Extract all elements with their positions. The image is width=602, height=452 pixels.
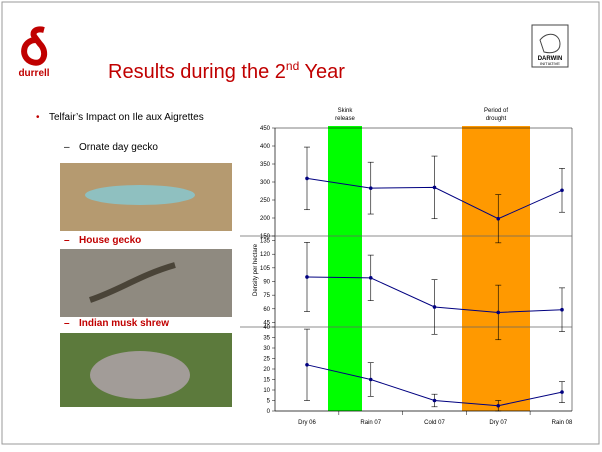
point <box>305 363 309 367</box>
y-tick-label: 350 <box>260 162 271 168</box>
y-tick-label: 105 <box>260 266 271 272</box>
bullet-mark: • <box>36 112 40 123</box>
point <box>433 186 437 190</box>
x-tick-label: Rain 08 <box>552 420 573 426</box>
point <box>433 305 437 309</box>
y-tick-label: 75 <box>263 293 270 299</box>
item: House gecko <box>79 235 141 246</box>
annotation-band <box>328 126 362 411</box>
x-tick-label: Dry 07 <box>489 420 507 426</box>
point <box>369 186 373 190</box>
point <box>305 177 309 181</box>
y-tick-label: 30 <box>263 346 270 352</box>
point <box>496 404 500 408</box>
photo-subject <box>90 351 190 399</box>
logo-text: durrell <box>18 68 49 79</box>
item: Ornate day gecko <box>79 142 158 153</box>
slide-title: Results during the 2nd Year <box>108 59 345 83</box>
y-axis-label: Density per hectare <box>253 243 259 296</box>
title-part: Results during the 2 <box>108 61 286 83</box>
y-tick-label: 20 <box>263 367 270 373</box>
darwin-logo: DARWIN INITIATIVE <box>532 25 568 67</box>
y-tick-label: 450 <box>260 126 271 132</box>
y-tick-label: 400 <box>260 144 271 150</box>
y-tick-label: 25 <box>263 357 270 363</box>
annotation-line: Skink <box>338 108 354 114</box>
point <box>496 217 500 221</box>
y-tick-label: 200 <box>260 216 271 222</box>
point <box>433 399 437 403</box>
annotation-line: drought <box>486 116 507 122</box>
y-tick-label: 60 <box>263 307 270 313</box>
y-tick-label: 40 <box>263 325 270 331</box>
x-tick-label: Rain 07 <box>360 420 381 426</box>
point <box>560 188 564 192</box>
y-tick-label: 15 <box>263 378 270 384</box>
point <box>369 276 373 280</box>
bullet: Telfair’s Impact on Ile aux Aigrettes <box>49 112 204 123</box>
point <box>560 390 564 394</box>
y-tick-label: 250 <box>260 198 271 204</box>
point <box>369 378 373 382</box>
annotation-line: release <box>335 116 355 122</box>
title-part: Year <box>299 61 345 83</box>
photo-subject <box>85 185 195 205</box>
y-tick-label: 135 <box>260 239 271 245</box>
logo-text: INITIATIVE <box>540 61 560 66</box>
point <box>496 311 500 315</box>
dash: – <box>64 142 70 153</box>
slide: durrell DARWIN INITIATIVE Results during… <box>0 0 602 447</box>
y-tick-label: 120 <box>260 252 271 258</box>
annotation-band <box>462 126 530 411</box>
y-tick-label: 10 <box>263 388 270 394</box>
point <box>560 308 564 312</box>
photo <box>60 249 232 317</box>
dash: – <box>64 318 70 329</box>
title-part: nd <box>286 59 299 73</box>
x-tick-label: Cold 07 <box>424 420 445 426</box>
y-tick-label: 300 <box>260 180 271 186</box>
dash: – <box>64 235 70 246</box>
point <box>305 275 309 279</box>
item: Indian musk shrew <box>79 318 169 329</box>
y-tick-label: 90 <box>263 280 270 286</box>
y-tick-label: 35 <box>263 336 270 342</box>
x-tick-label: Dry 06 <box>298 420 316 426</box>
annotation-line: Period of <box>484 108 508 114</box>
